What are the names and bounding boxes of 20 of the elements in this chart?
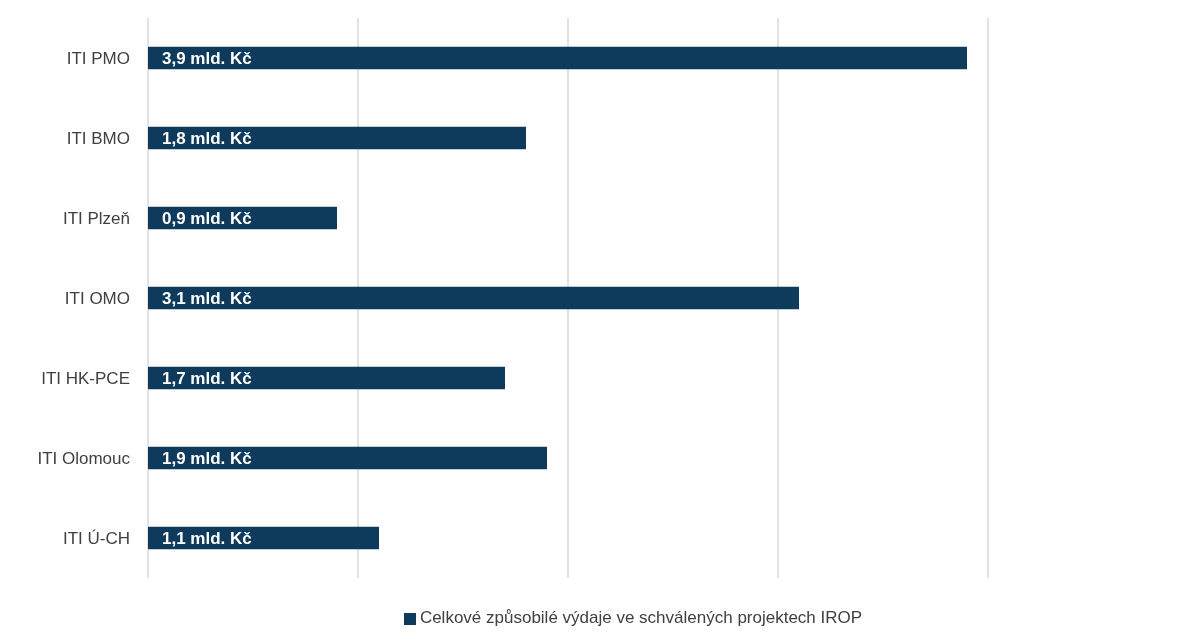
data-label: 3,9 mld. Kč xyxy=(162,49,252,69)
y-tick-label: ITI HK-PCE xyxy=(41,369,130,389)
bar xyxy=(148,446,547,470)
data-label: 3,1 mld. Kč xyxy=(162,289,252,309)
legend-label: Celkové způsobilé výdaje ve schválených projektech IROP xyxy=(419,608,863,627)
y-tick-label: ITI BMO xyxy=(66,129,130,149)
data-label: 1,1 mld. Kč xyxy=(162,529,252,549)
y-tick-label: ITI PMO xyxy=(66,49,130,69)
data-label: 1,9 mld. Kč xyxy=(162,449,252,469)
bar xyxy=(148,126,526,150)
y-tick-label: ITI OMO xyxy=(64,289,130,309)
y-tick-label: ITI Plzeň xyxy=(62,209,130,229)
bar xyxy=(148,366,505,390)
data-label: 1,8 mld. Kč xyxy=(162,129,252,149)
y-tick-label: ITI Olomouc xyxy=(37,449,131,469)
data-label: 1,7 mld. Kč xyxy=(162,369,252,389)
bar xyxy=(148,46,967,70)
bar xyxy=(148,286,799,310)
y-tick-label: ITI Ú-CH xyxy=(62,529,130,549)
data-label: 0,9 mld. Kč xyxy=(162,209,252,229)
